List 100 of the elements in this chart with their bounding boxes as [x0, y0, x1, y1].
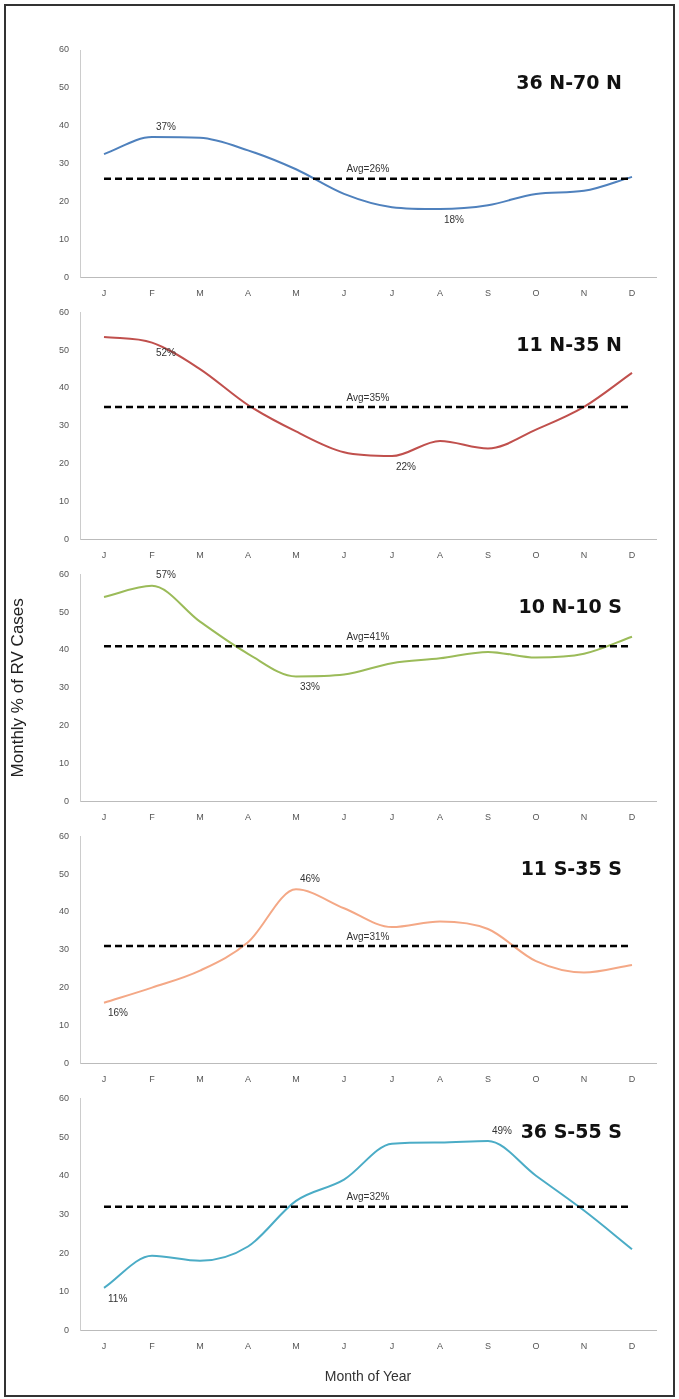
ref-line-label: Avg=26% — [346, 163, 390, 175]
y-tick-label: 50 — [58, 606, 69, 617]
line-series — [103, 584, 633, 678]
x-tick-label: J — [341, 550, 347, 561]
y-tick-label: 20 — [58, 195, 69, 206]
x-tick-label: O — [532, 550, 540, 561]
x-tick-label: O — [532, 1341, 540, 1352]
x-tick-label: A — [244, 288, 252, 299]
text: 10 N-10 S — [518, 595, 622, 618]
y-tick-label: 40 — [58, 906, 69, 917]
data-label: 11% — [108, 1292, 128, 1304]
data-label: 52% — [156, 347, 177, 359]
y-tick-label: 60 — [58, 44, 69, 55]
x-tick-label: A — [436, 812, 444, 823]
x-tick-label: N — [580, 812, 588, 823]
x-tick-label: F — [149, 550, 156, 561]
y-tick-label: 10 — [58, 1286, 69, 1297]
x-tick-label: J — [101, 550, 107, 561]
x-tick-label: D — [628, 288, 636, 299]
x-tick-label: O — [532, 1074, 540, 1085]
y-axis-title: Monthly % of RV Cases — [7, 598, 27, 778]
ref-line-label: Avg=41% — [346, 630, 390, 642]
x-tick-label: J — [341, 812, 347, 823]
y-tick-label: 50 — [58, 1131, 69, 1142]
x-tick-label: N — [580, 288, 588, 299]
y-tick-label: 0 — [63, 533, 69, 544]
x-tick-label: M — [196, 1074, 204, 1085]
x-tick-label: A — [244, 1341, 252, 1352]
y-tick-label: 20 — [58, 720, 69, 731]
x-tick-label: S — [484, 1341, 492, 1352]
x-tick-label: S — [484, 1074, 492, 1085]
y-tick-label: 50 — [58, 82, 69, 93]
text: 36 N-70 N — [516, 71, 622, 94]
x-tick-label: O — [532, 288, 540, 299]
x-tick-label: M — [292, 1074, 300, 1085]
x-axis-title: Month of Year — [324, 1368, 412, 1385]
y-tick-label: 40 — [58, 382, 69, 393]
y-tick-label: 20 — [58, 458, 69, 469]
x-tick-label: S — [484, 288, 492, 299]
y-tick-label: 60 — [58, 568, 69, 579]
data-label: 33% — [300, 681, 321, 693]
x-tick-label: A — [244, 812, 252, 823]
y-tick-label: 30 — [58, 944, 69, 955]
text: 11 S-35 S — [520, 857, 622, 880]
text: 36 S-55 S — [520, 1120, 622, 1143]
x-tick-label: F — [149, 812, 156, 823]
data-label: 57% — [156, 569, 177, 581]
x-tick-label: F — [149, 1341, 156, 1352]
x-tick-label: F — [149, 288, 156, 299]
x-tick-label: A — [436, 288, 444, 299]
y-tick-label: 10 — [58, 233, 69, 244]
y-tick-label: 40 — [58, 644, 69, 655]
y-tick-label: 10 — [58, 757, 69, 768]
x-tick-label: J — [389, 812, 395, 823]
x-tick-label: J — [101, 1341, 107, 1352]
x-tick-label: A — [436, 1074, 444, 1085]
x-tick-label: J — [389, 1074, 395, 1085]
data-label: 46% — [300, 873, 321, 885]
x-tick-label: J — [341, 1074, 347, 1085]
x-tick-label: M — [292, 288, 300, 299]
y-tick-label: 20 — [58, 982, 69, 993]
y-tick-label: 20 — [58, 1247, 69, 1258]
x-tick-label: M — [196, 550, 204, 561]
x-tick-label: A — [436, 1341, 444, 1352]
x-tick-label: O — [532, 812, 540, 823]
text: 11 N-35 N — [516, 333, 622, 356]
data-label: 22% — [396, 460, 417, 472]
x-tick-label: A — [244, 1074, 252, 1085]
x-tick-label: S — [484, 550, 492, 561]
y-tick-label: 0 — [63, 1324, 69, 1335]
x-tick-label: N — [580, 550, 588, 561]
y-tick-label: 60 — [58, 306, 69, 317]
y-tick-label: 40 — [58, 1170, 69, 1181]
data-label: 49% — [492, 1124, 513, 1136]
y-tick-label: 30 — [58, 420, 69, 431]
y-tick-label: 0 — [63, 271, 69, 282]
y-tick-label: 30 — [58, 682, 69, 693]
y-tick-label: 10 — [58, 1019, 69, 1030]
y-tick-label: 60 — [58, 1092, 69, 1103]
ref-line-label: Avg=35% — [346, 391, 390, 403]
x-tick-label: M — [196, 1341, 204, 1352]
line-series — [103, 335, 633, 458]
x-tick-label: A — [436, 550, 444, 561]
x-tick-label: J — [389, 288, 395, 299]
x-tick-label: J — [101, 1074, 107, 1085]
x-tick-label: S — [484, 812, 492, 823]
x-tick-label: M — [196, 288, 204, 299]
x-tick-label: D — [628, 1074, 636, 1085]
x-tick-label: J — [389, 550, 395, 561]
x-tick-label: J — [341, 1341, 347, 1352]
x-tick-label: J — [101, 812, 107, 823]
data-label: 16% — [108, 1007, 129, 1019]
x-tick-label: N — [580, 1341, 588, 1352]
x-tick-label: A — [244, 550, 252, 561]
x-tick-label: M — [196, 812, 204, 823]
x-tick-label: J — [101, 288, 107, 299]
line-series — [103, 888, 633, 1004]
y-tick-label: 50 — [58, 344, 69, 355]
x-tick-label: D — [628, 812, 636, 823]
x-tick-label: D — [628, 1341, 636, 1352]
